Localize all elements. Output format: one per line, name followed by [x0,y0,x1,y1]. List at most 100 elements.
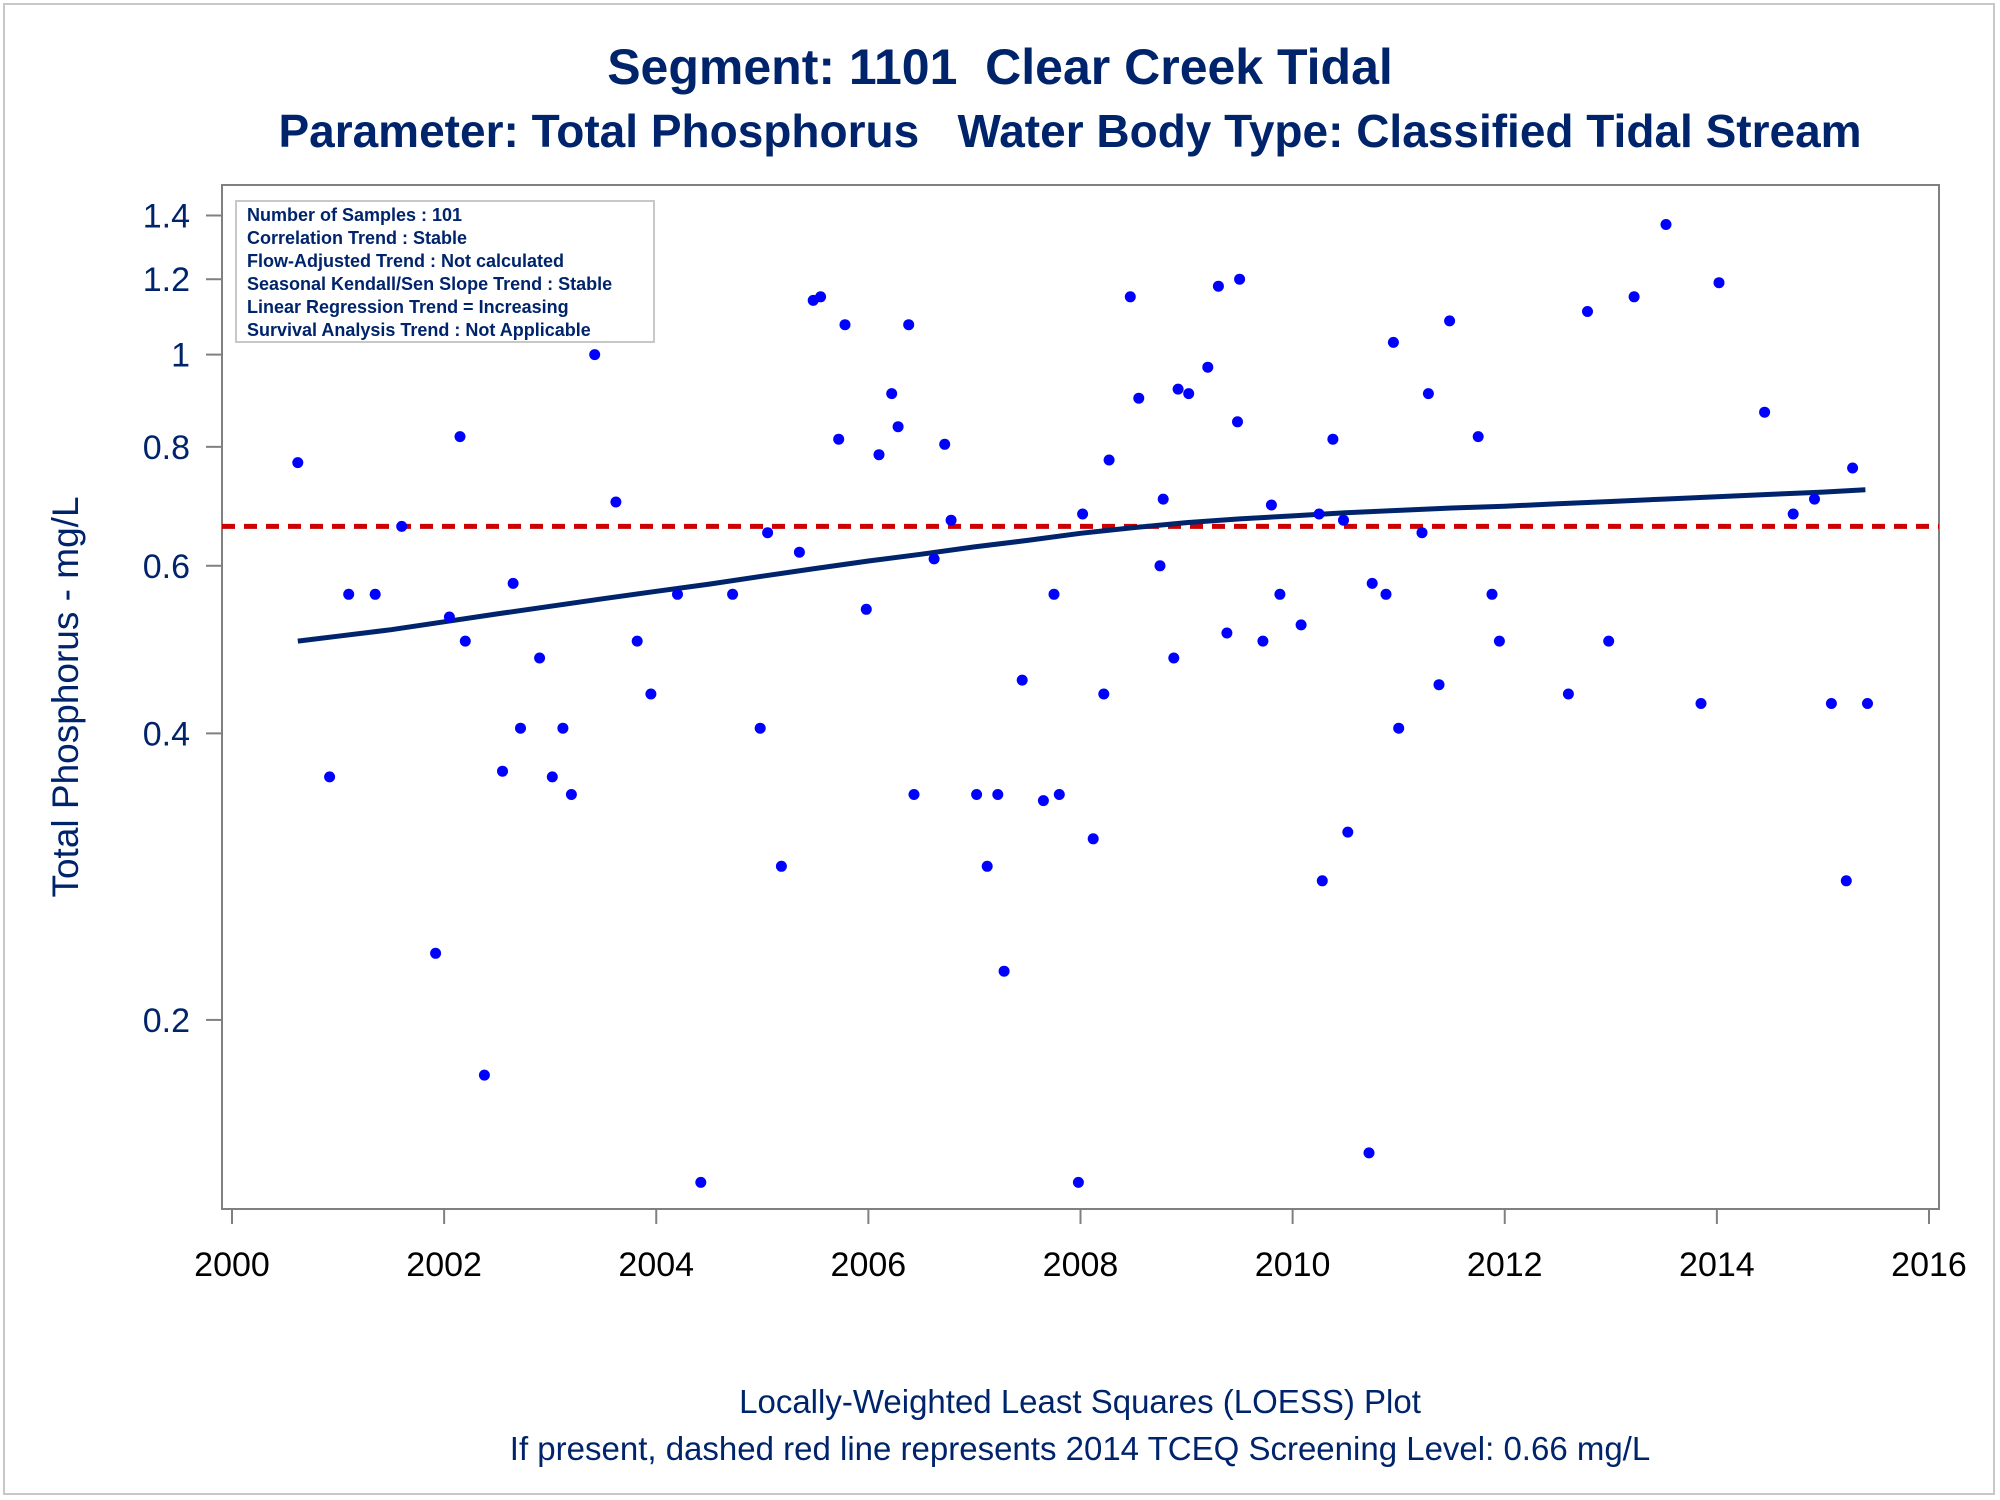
x-tick-label: 2002 [406,1246,482,1284]
data-point [928,553,940,565]
x-tick-label: 2006 [831,1246,907,1284]
data-point [1016,674,1028,686]
data-point [1124,291,1136,303]
data-point [1295,619,1307,631]
plot-area [221,184,1940,1210]
chart-frame [3,3,1995,1495]
data-point [992,789,1004,800]
data-point [1212,280,1224,292]
data-point [1825,698,1837,709]
data-point [1486,588,1498,600]
data-point [497,765,508,777]
data-point [1862,698,1873,709]
data-point [1393,722,1405,734]
data-point [1433,679,1445,691]
data-point [1759,406,1771,418]
data-point [645,688,657,700]
data-point [1133,392,1145,404]
chart-title: Segment: 1101 Clear Creek Tidal [607,39,1393,95]
data-point [981,860,993,872]
data-point [1221,627,1233,639]
info-box-line: Correlation Trend : Stable [247,228,467,248]
data-point [1809,493,1820,505]
data-point [1713,277,1725,289]
data-point [565,789,577,800]
data-point [908,789,920,800]
data-point [860,603,872,615]
data-point [459,635,471,647]
data-point [1077,508,1089,520]
data-point [1168,652,1180,664]
data-point [1202,361,1214,373]
data-point [971,789,983,800]
data-point [1338,514,1349,526]
data-point [1416,527,1428,539]
info-box-line: Flow-Adjusted Trend : Not calculated [247,251,564,271]
data-point [1098,688,1110,700]
data-point [1072,1176,1084,1188]
data-point [672,588,683,600]
data-point [1154,560,1166,572]
data-point [1257,635,1269,647]
data-point [775,860,787,872]
data-point [343,588,355,600]
data-point [1313,508,1325,520]
data-point [1087,833,1099,845]
loess-line [297,487,1866,644]
data-point [873,449,885,461]
data-point [1603,635,1615,647]
data-point [754,722,766,734]
x-tick-label: 2000 [194,1246,270,1284]
data-point [945,514,957,526]
data-point [1157,493,1169,505]
data-point [443,611,455,623]
data-point [1265,499,1277,511]
data-point [610,496,622,508]
info-box-line: Number of Samples : 101 [247,205,462,225]
data-point [1660,219,1672,230]
data-point [631,635,643,647]
data-point [478,1069,490,1081]
data-point [1274,588,1286,600]
data-point [589,349,601,361]
data-point [1695,698,1707,709]
info-box-frame [235,200,655,343]
y-tick-label: 1.2 [143,261,190,299]
x-tick-label: 2014 [1679,1246,1755,1284]
data-point [292,457,304,469]
data-point [762,527,774,539]
data-point [1327,433,1339,445]
data-point [1172,383,1184,395]
x-tick-label: 2016 [1891,1246,1967,1284]
data-point [557,722,569,734]
data-point [903,319,915,331]
info-box-line: Seasonal Kendall/Sen Slope Trend : Stabl… [247,274,612,294]
info-box-line: Linear Regression Trend = Increasing [247,297,569,317]
x-tick-label: 2012 [1467,1246,1543,1284]
data-point [369,588,381,600]
data-point [1562,688,1574,700]
data-point [1422,388,1434,400]
chart-subtitle: Parameter: Total Phosphorus Water Body T… [278,105,1862,157]
data-point [1787,508,1799,520]
data-point [695,1176,707,1188]
data-point [815,291,827,303]
y-tick-label: 1.4 [143,198,190,236]
footnote-screening: If present, dashed red line represents 2… [509,1430,1651,1467]
data-point [793,546,805,558]
data-point [1048,588,1060,600]
footnote-loess: Locally-Weighted Least Squares (LOESS) P… [739,1383,1421,1420]
y-tick-label: 1 [171,337,190,375]
data-point [1472,431,1484,443]
x-tick-label: 2010 [1255,1246,1331,1284]
y-tick-label: 0.6 [143,548,190,586]
data-point [1363,1147,1375,1159]
y-tick-label: 0.4 [143,715,190,753]
x-tick-label: 2008 [1043,1246,1119,1284]
data-point [546,771,558,783]
y-tick-label: 0.8 [143,429,190,467]
data-point [1316,875,1328,887]
data-point [1847,462,1859,474]
data-point [886,388,898,400]
